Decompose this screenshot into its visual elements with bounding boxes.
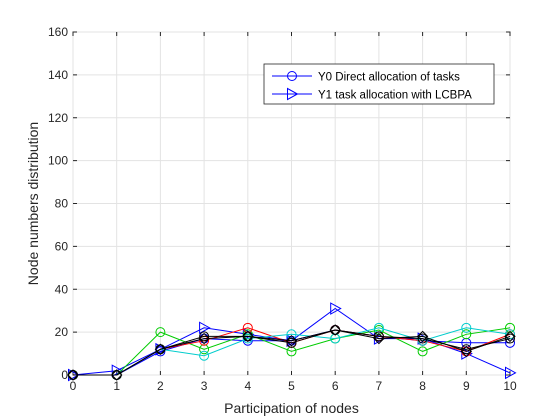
x-axis-label: Participation of nodes — [224, 400, 359, 416]
data-point — [199, 321, 211, 335]
data-point — [199, 331, 210, 342]
data-point — [416, 330, 429, 343]
x-tick-label: 8 — [419, 379, 426, 393]
x-tick-label: 6 — [332, 379, 339, 393]
x-tick-label: 5 — [288, 379, 295, 393]
data-point — [68, 370, 78, 380]
x-tick-label: 1 — [113, 379, 120, 393]
y-tick-label: 60 — [55, 239, 69, 253]
y-axis-label: Node numbers distribution — [25, 122, 41, 285]
data-point — [461, 322, 472, 333]
y-tick-label: 80 — [55, 197, 69, 211]
series-6 — [68, 324, 515, 380]
data-point — [199, 350, 210, 361]
data-point — [417, 333, 428, 344]
data-point — [417, 346, 428, 357]
y-tick-label: 0 — [61, 368, 68, 382]
data-point — [155, 344, 166, 355]
data-point — [461, 344, 472, 355]
data-point — [330, 324, 341, 335]
x-tick-label: 0 — [70, 379, 77, 393]
y-tick-label: 20 — [55, 325, 69, 339]
data-point — [330, 302, 342, 315]
x-tick-label: 7 — [376, 379, 383, 393]
data-point — [504, 330, 516, 343]
data-point — [461, 329, 472, 340]
legend-label-y0: Y0 Direct allocation of tasks — [318, 72, 460, 84]
data-point — [286, 337, 297, 348]
legend-label-y1: Y1 task allocation with LCBPA — [318, 90, 472, 102]
data-point — [155, 327, 166, 338]
data-point — [460, 345, 473, 358]
x-tick-label: 9 — [463, 379, 470, 393]
x-tick-label: 10 — [503, 379, 517, 393]
data-point — [505, 366, 517, 380]
series-layer — [67, 302, 517, 382]
data-point — [242, 331, 253, 342]
series-line — [73, 327, 511, 376]
series-line — [73, 329, 511, 376]
data-point — [285, 334, 298, 347]
legend: Y0 Direct allocation of tasks Y1 task al… — [263, 63, 495, 105]
y-tick-label: 100 — [48, 154, 68, 168]
legend-marker-y1 — [287, 87, 299, 101]
data-point — [373, 331, 384, 342]
legend-marker-y0 — [287, 71, 297, 81]
data-point — [111, 364, 124, 378]
data-point — [505, 322, 515, 333]
data-point — [505, 333, 515, 344]
data-point — [111, 370, 122, 380]
x-tick-label: 4 — [244, 379, 251, 393]
y-tick-label: 40 — [55, 282, 69, 296]
x-tick-label: 2 — [157, 379, 164, 393]
y-tick-label: 120 — [48, 111, 68, 125]
y-tick-label: 160 — [48, 25, 68, 39]
legend-box — [263, 63, 495, 105]
x-tick-label: 3 — [201, 379, 208, 393]
y-tick-label: 140 — [48, 68, 68, 82]
